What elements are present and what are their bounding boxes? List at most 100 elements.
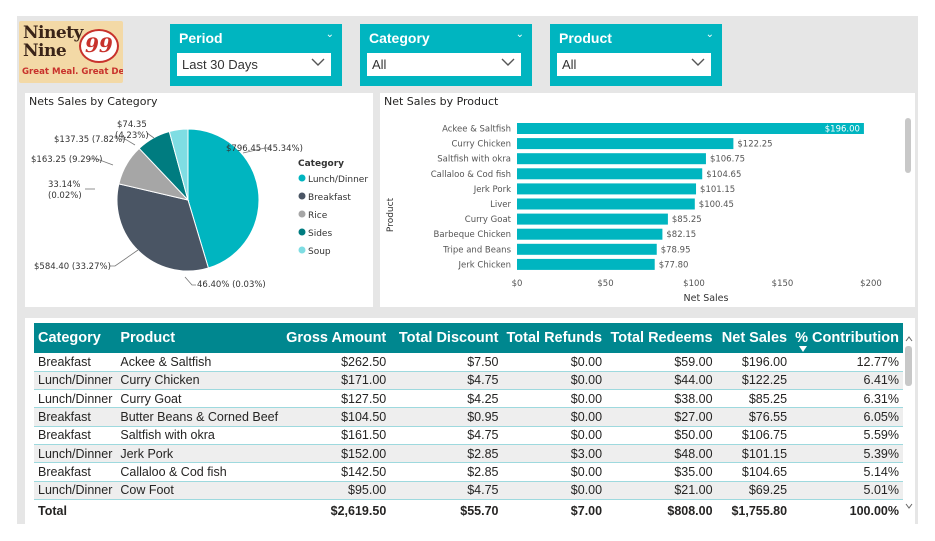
period-dropdown[interactable]: Last 30 Days	[177, 53, 331, 76]
legend-item-soup[interactable]: Soup	[298, 246, 331, 258]
table-cell: $27.00	[606, 407, 717, 427]
pie-data-label: $163.25 (9.29%)	[31, 155, 103, 165]
table-cell: 6.41%	[791, 371, 903, 391]
bar[interactable]	[517, 138, 734, 150]
chevron-down-icon[interactable]: ⌄	[515, 29, 524, 40]
bar-data-label: $101.15	[700, 185, 735, 195]
table-cell: Saltfish with okra	[116, 426, 283, 445]
x-tick-label: $50	[597, 279, 613, 289]
chevron-down-icon[interactable]: ⌄	[325, 29, 334, 40]
column-header[interactable]: Product	[120, 330, 176, 346]
chevron-up-icon[interactable]	[905, 336, 913, 342]
chevron-down-icon	[691, 58, 705, 66]
product-dropdown[interactable]: All	[557, 53, 711, 76]
column-header[interactable]: Gross Amount	[286, 330, 387, 346]
y-tick-label: Jerk Chicken	[458, 260, 511, 270]
table-scrollbar[interactable]	[905, 340, 912, 510]
table-row[interactable]: Lunch/Dinner Cow Foot $95.00 $4.75 $0.00 $21.…	[34, 481, 903, 500]
table-cell: $262.50	[282, 353, 391, 372]
table-row[interactable]: Lunch/Dinner Curry Goat $127.50 $4.25 $0.00 $…	[34, 389, 903, 409]
table-cell: Curry Chicken	[116, 371, 283, 391]
period-dropdown-value: Last 30 Days	[182, 57, 258, 72]
category-slicer[interactable]: Category ⌄ All	[360, 24, 532, 86]
table-cell: Cow Foot	[116, 481, 283, 500]
table-cell: $38.00	[606, 389, 717, 409]
table-cell: $4.75	[390, 426, 503, 445]
pie-slice-breakfast[interactable]	[116, 183, 210, 272]
table-cell: $106.75	[716, 426, 792, 445]
category-dropdown[interactable]: All	[367, 53, 521, 76]
table-row[interactable]: Breakfast Saltfish with okra $161.50 $4.75 $…	[34, 426, 903, 445]
bar[interactable]	[517, 258, 655, 270]
pie-chart-panel[interactable]: Nets Sales by Category $796.45 (45.34%) …	[25, 93, 373, 307]
sort-descending-icon[interactable]	[799, 346, 807, 352]
y-tick-label: Callaloo & Cod fish	[431, 170, 511, 180]
bar[interactable]	[517, 168, 703, 180]
bar[interactable]	[517, 213, 668, 225]
pie-data-label: $796.45 (45.34%)	[226, 144, 303, 154]
legend-item-breakfast[interactable]: Breakfast	[298, 192, 352, 204]
product-slicer[interactable]: Product ⌄ All	[550, 24, 722, 86]
column-header[interactable]: % Contribution	[795, 330, 899, 346]
pie-slice-lunch-dinner[interactable]	[187, 128, 260, 269]
category-dropdown-value: All	[372, 57, 387, 72]
logo-tagline: Great Meal. Great Deal.	[22, 67, 123, 77]
period-slicer[interactable]: Period ⌄ Last 30 Days	[170, 24, 342, 86]
legend-item-lunch-dinner[interactable]: Lunch/Dinner	[298, 174, 369, 186]
legend-item-rice[interactable]: Rice	[298, 210, 328, 222]
bar[interactable]	[517, 153, 706, 165]
brand-logo: Ninety Nine 99 Great Meal. Great Deal.	[19, 21, 123, 83]
bar-data-label: $196.00	[825, 125, 860, 135]
total-cell: $7.00	[502, 498, 607, 522]
bar-data-label: $106.75	[710, 155, 745, 165]
table-cell: Butter Beans & Corned Beef	[116, 407, 283, 427]
column-header[interactable]: Net Sales	[721, 330, 788, 346]
bar[interactable]	[517, 198, 695, 210]
table-header-row: Category Product Gross Amount Total Disc…	[34, 323, 903, 353]
table-cell: 5.01%	[791, 481, 903, 500]
table-row[interactable]: Breakfast Butter Beans & Corned Beef $104.…	[34, 407, 903, 427]
sales-table-panel[interactable]: Category Product Gross Amount Total Disc…	[25, 318, 915, 524]
period-slicer-title: Period	[179, 30, 223, 46]
table-cell: $196.00	[716, 353, 792, 372]
column-header[interactable]: Total Refunds	[506, 330, 603, 346]
y-axis-title: Product	[386, 197, 396, 232]
pie-chart[interactable]: $796.45 (45.34%) $584.40 (33.27%) $163.2…	[25, 93, 373, 307]
legend-label: Rice	[308, 211, 328, 221]
bar-chart[interactable]: Product Net Sales $0 $50 $100 $150 $200 Ackee…	[380, 93, 915, 307]
pie-data-label: 46.40% (0.03%)	[197, 280, 266, 290]
table-cell: $95.00	[282, 481, 391, 500]
table-cell: $44.00	[606, 371, 717, 391]
table-row[interactable]: Lunch/Dinner Jerk Pork $152.00 $2.85 $3.00 $4…	[34, 444, 903, 464]
column-header[interactable]: Total Discount	[398, 330, 499, 346]
table-row[interactable]: Breakfast Callaloo & Cod fish $142.50 $2.85…	[34, 462, 903, 482]
table-cell: $76.55	[716, 407, 792, 427]
pie-data-label: (4.23%)	[115, 131, 149, 141]
table-cell: 5.59%	[791, 426, 903, 445]
chevron-down-icon[interactable]	[905, 503, 913, 509]
table-cell: $69.25	[716, 481, 792, 500]
table-cell: $142.50	[282, 462, 391, 482]
bar-data-label: $85.25	[672, 215, 702, 225]
legend-item-sides[interactable]: Sides	[298, 228, 333, 240]
table-row[interactable]: Lunch/Dinner Curry Chicken $171.00 $4.75 $0.…	[34, 371, 903, 391]
column-header[interactable]: Total Redeems	[610, 330, 713, 346]
table-row[interactable]: Breakfast Ackee & Saltfish $262.50 $7.50 $0.…	[34, 353, 903, 372]
bar-chart-scrollbar[interactable]	[905, 118, 911, 173]
bar-data-label: $78.95	[661, 245, 691, 255]
chevron-down-icon[interactable]: ⌄	[705, 29, 714, 40]
pie-chart-title: Nets Sales by Category	[29, 95, 158, 108]
bar[interactable]	[517, 243, 657, 255]
column-header[interactable]: Category	[38, 330, 101, 346]
x-tick-label: $200	[860, 279, 882, 289]
logo-line2: Nine	[23, 41, 67, 61]
bar[interactable]	[517, 123, 864, 134]
table-cell: $4.25	[390, 389, 503, 409]
table-cell: Breakfast	[34, 462, 117, 482]
pie-slice-soup[interactable]	[168, 128, 189, 201]
bar[interactable]	[517, 183, 697, 195]
y-tick-label: Curry Chicken	[452, 140, 512, 150]
table-cell: 5.39%	[791, 444, 903, 464]
bar[interactable]	[517, 228, 663, 240]
bar-chart-panel[interactable]: Net Sales by Product Product Net Sales $…	[380, 93, 915, 307]
